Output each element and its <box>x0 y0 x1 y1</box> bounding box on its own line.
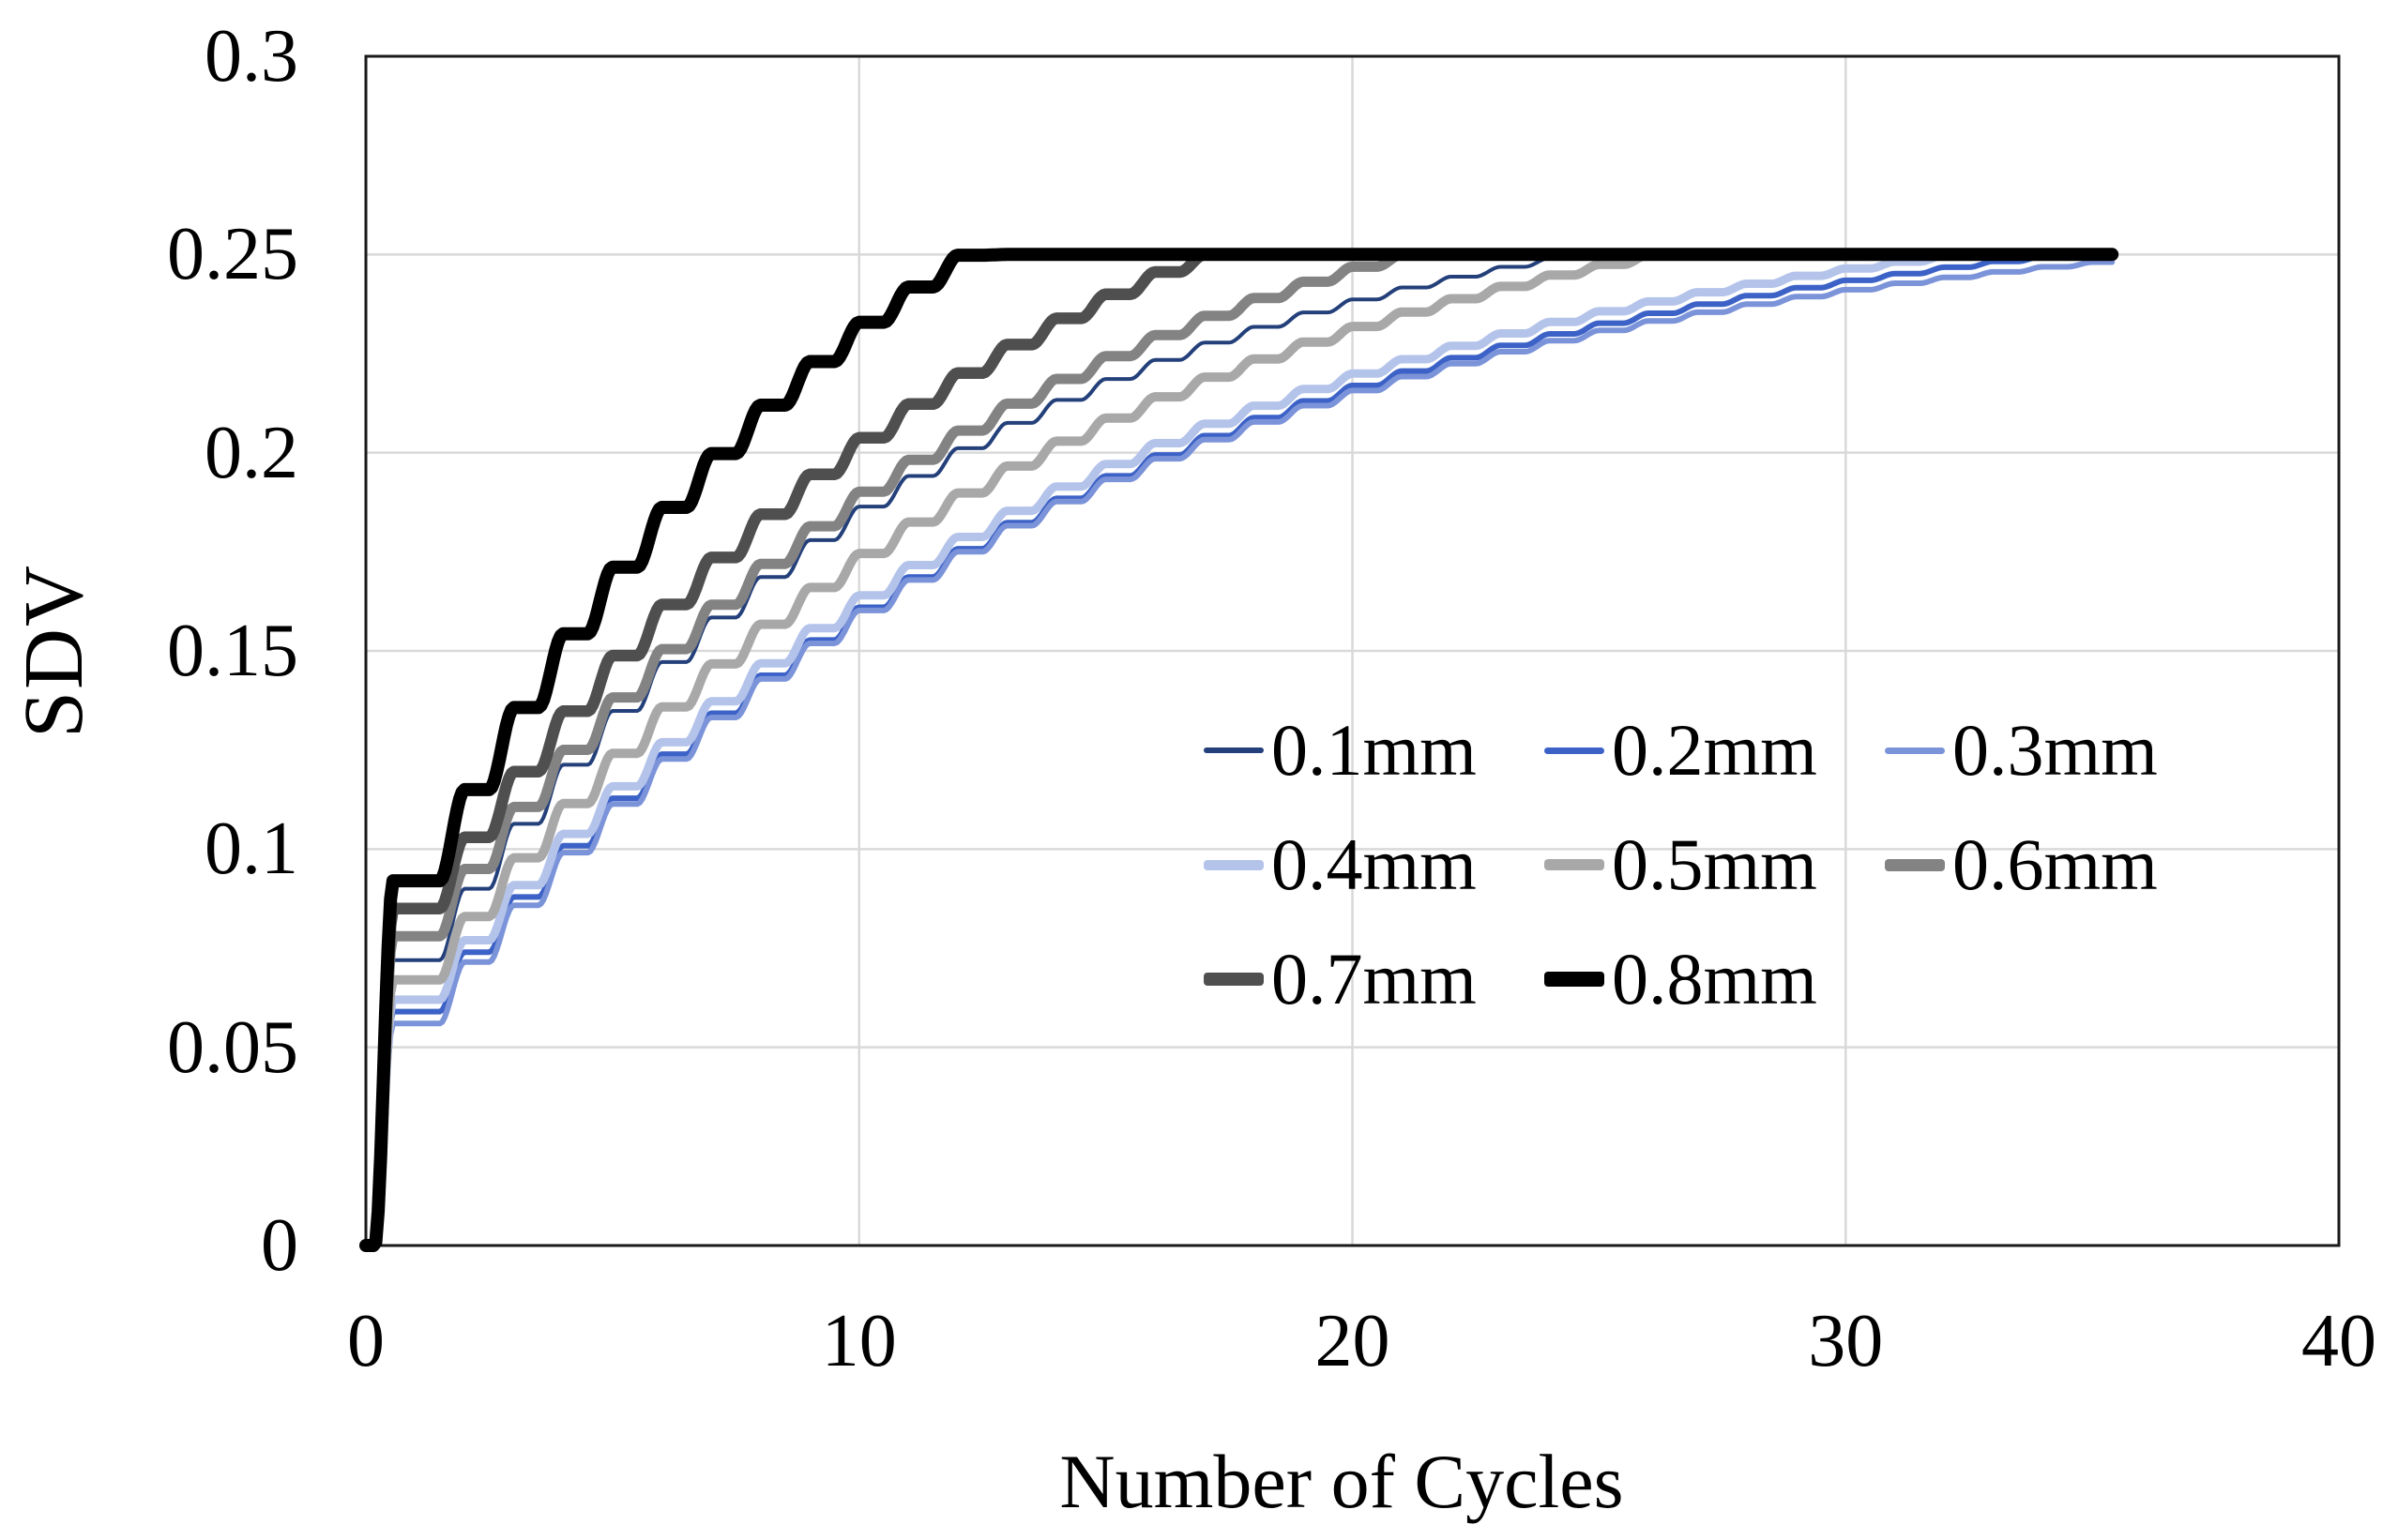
legend-swatch-line-0.2mm <box>1544 747 1604 754</box>
legend-row: 0.7mm 0.8mm <box>1204 922 1885 1036</box>
x-axis-title: Number of Cycles <box>1059 1439 1624 1524</box>
y-tick-label-0.25: 0.25 <box>167 213 298 296</box>
legend-label: 0.2mm <box>1612 709 1817 791</box>
legend-swatch-line-0.1mm <box>1204 747 1264 753</box>
y-tick-label-0.3: 0.3 <box>205 15 298 98</box>
legend-item-0.3mm: 0.3mm <box>1885 703 2225 797</box>
legend-swatch-line-0.7mm <box>1204 973 1264 986</box>
y-tick-label-0.2: 0.2 <box>205 411 298 494</box>
legend-swatch-line-0.6mm <box>1885 858 1945 871</box>
legend-swatch-line-0.3mm <box>1885 747 1945 754</box>
legend-item-0.5mm: 0.5mm <box>1544 818 1885 912</box>
legend-label: 0.6mm <box>1952 823 2158 905</box>
x-tick-label-40: 40 <box>2301 1300 2376 1382</box>
y-tick-label-0.05: 0.05 <box>167 1005 298 1089</box>
y-tick-label-0: 0 <box>261 1204 298 1287</box>
legend-row: 0.4mm 0.5mm 0.6mm <box>1204 808 2225 922</box>
legend-row: 0.1mm 0.2mm 0.3mm <box>1204 693 2225 808</box>
legend-swatch-line-0.8mm <box>1544 972 1604 987</box>
legend-item-0.8mm: 0.8mm <box>1544 932 1885 1026</box>
x-tick-label-20: 20 <box>1314 1300 1390 1382</box>
legend-label: 0.1mm <box>1271 709 1477 791</box>
x-tick-label-30: 30 <box>1808 1300 1884 1382</box>
x-tick-label-0: 0 <box>347 1300 385 1382</box>
y-tick-label-0.1: 0.1 <box>205 808 298 891</box>
legend-label: 0.8mm <box>1612 938 1817 1019</box>
y-axis-title: SDV <box>8 563 100 739</box>
y-tick-label-0.15: 0.15 <box>167 610 298 692</box>
legend-swatch-line-0.4mm <box>1204 859 1264 870</box>
plot-border <box>364 54 2341 1247</box>
series-line-0.3mm <box>363 259 2116 1248</box>
legend-item-0.7mm: 0.7mm <box>1204 932 1544 1026</box>
legend-label: 0.5mm <box>1612 823 1817 905</box>
legend-label: 0.3mm <box>1952 709 2158 791</box>
legend-item-0.2mm: 0.2mm <box>1544 703 1885 797</box>
legend-label: 0.4mm <box>1271 823 1477 905</box>
legend-swatch-line-0.5mm <box>1544 859 1604 870</box>
legend-label: 0.7mm <box>1271 938 1477 1019</box>
series-line-0.8mm <box>359 248 2119 1252</box>
x-tick-label-10: 10 <box>821 1300 897 1382</box>
legend-item-0.1mm: 0.1mm <box>1204 703 1544 797</box>
series-line-0.4mm <box>361 249 2117 1250</box>
legend-item-0.4mm: 0.4mm <box>1204 818 1544 912</box>
legend-item-0.6mm: 0.6mm <box>1885 818 2225 912</box>
